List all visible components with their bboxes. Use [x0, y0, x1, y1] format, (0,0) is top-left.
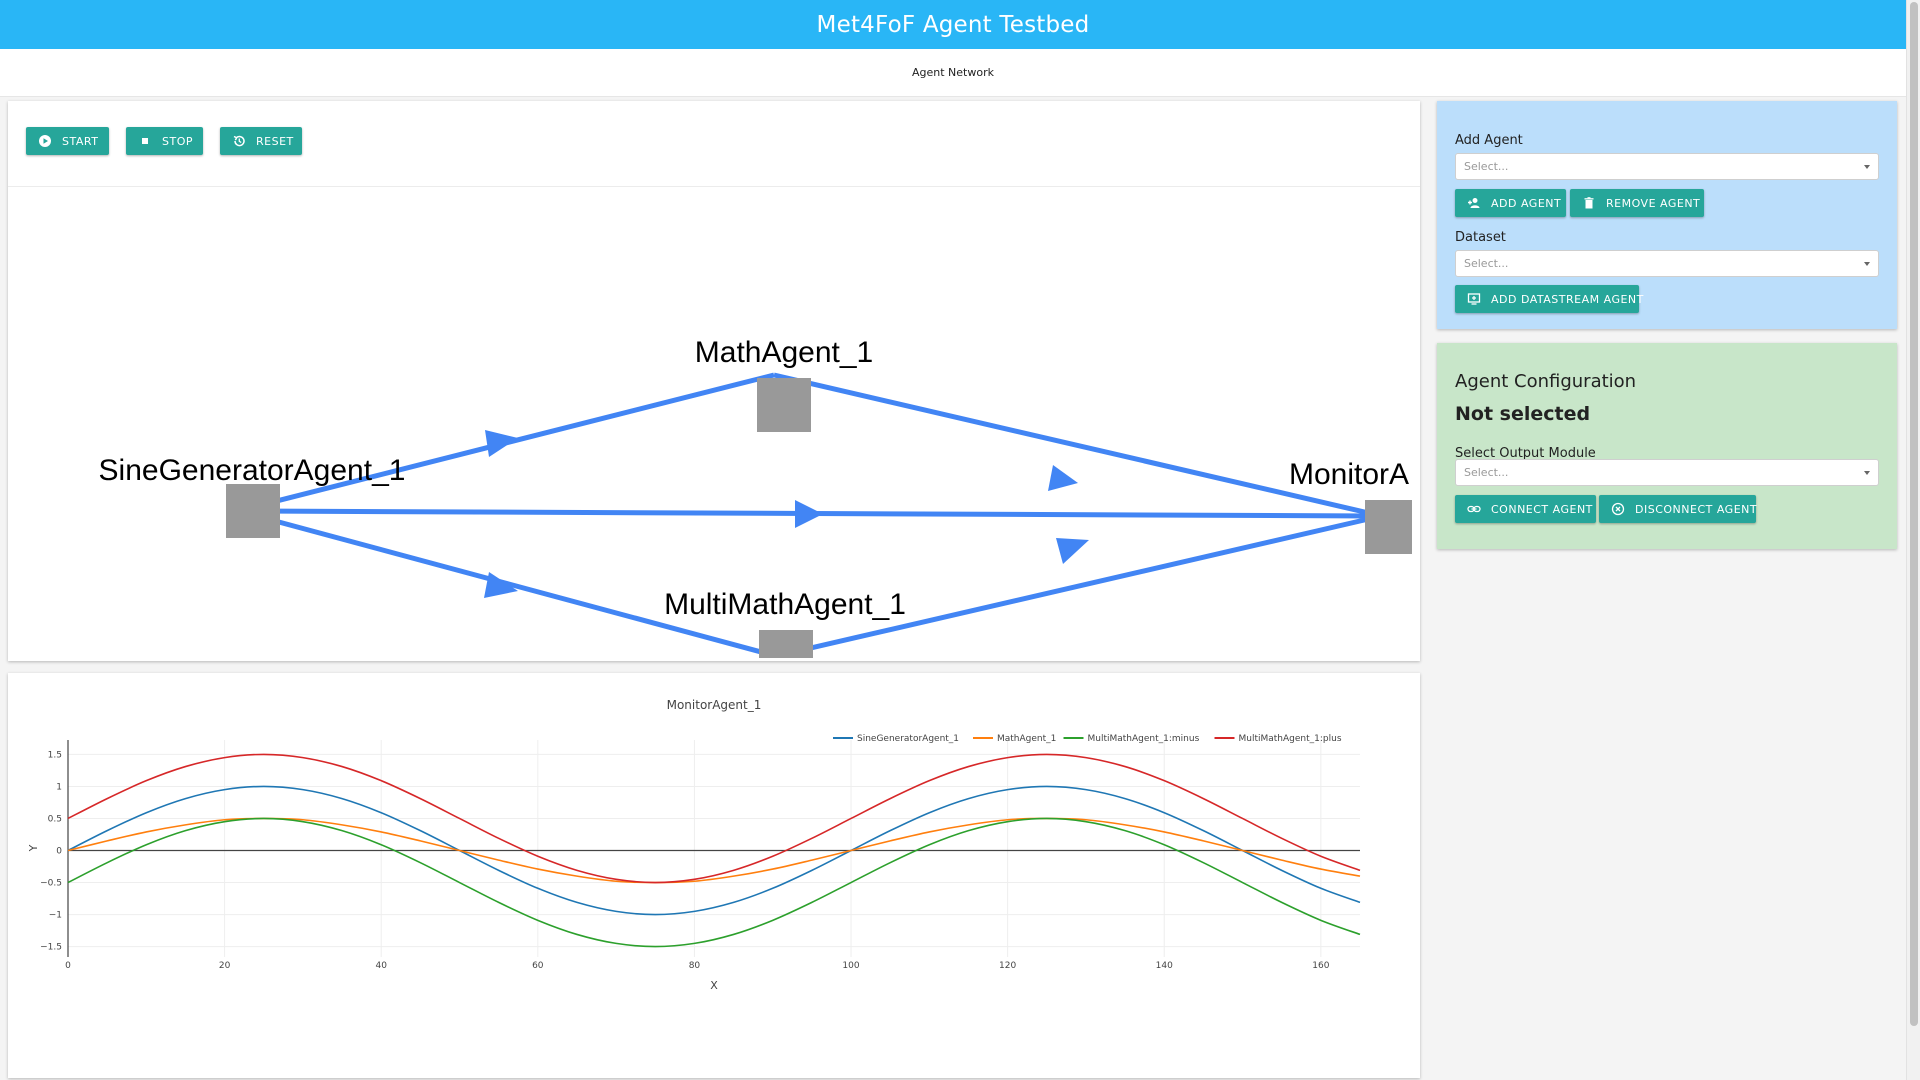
x-tick-label: 100	[842, 961, 859, 971]
start-button-label: START	[62, 134, 99, 148]
y-tick-label: −1.5	[40, 943, 62, 953]
x-tick-label: 20	[219, 961, 231, 971]
reset-button[interactable]: RESET	[220, 127, 302, 155]
chart-title: MonitorAgent_1	[667, 698, 762, 712]
page-scrollbar[interactable]	[1906, 0, 1920, 1080]
y-tick-label: 1	[56, 782, 62, 792]
tab-bar: Agent Network	[0, 49, 1906, 97]
add-agent-button-label: ADD AGENT	[1491, 196, 1562, 210]
agent-network-panel: START STOP RESET SineGenerat	[8, 101, 1420, 661]
edge-arrow-icon	[484, 572, 518, 598]
config-status: Not selected	[1455, 403, 1591, 425]
edge-sine-multimath	[248, 511, 777, 658]
add-datastream-agent-button[interactable]: ADD DATASTREAM AGENT	[1455, 285, 1643, 313]
node-monitoragent[interactable]	[1365, 500, 1412, 554]
add-datastream-button-label: ADD DATASTREAM AGENT	[1491, 292, 1644, 306]
stop-icon	[142, 138, 148, 144]
edge-arrow-icon	[1048, 465, 1078, 491]
series-line	[67, 785, 1361, 916]
remove-agent-button[interactable]: REMOVE AGENT	[1570, 189, 1704, 217]
legend-label: MathAgent_1	[997, 734, 1056, 744]
tab-agent-network[interactable]: Agent Network	[912, 66, 994, 79]
start-button[interactable]: START	[26, 127, 109, 155]
agent-configuration-panel: Agent Configuration Not selected Select …	[1437, 343, 1897, 549]
add-agent-label: Add Agent	[1455, 133, 1523, 148]
legend-label: MultiMathAgent_1:plus	[1239, 734, 1342, 744]
dataset-select-placeholder: Select...	[1464, 257, 1509, 270]
x-tick-label: 60	[532, 961, 544, 971]
node-mathagent[interactable]	[757, 378, 811, 432]
node-label-sinegeneratoragent: SineGeneratorAgent_1	[99, 454, 406, 487]
monitor-line-chart[interactable]: MonitorAgent_1 X Y 0 20 40 60 80 100 120 140 160…	[8, 673, 1420, 1078]
add-agent-panel: Add Agent Select... ADD AGENT REMOVE AGE…	[1437, 101, 1897, 329]
caret-down-icon	[1864, 471, 1870, 475]
config-title: Agent Configuration	[1455, 371, 1637, 392]
node-label-monitoragent: MonitorA	[1289, 458, 1409, 491]
y-tick-label: −1	[49, 911, 62, 921]
cancel-circle-icon	[1611, 502, 1625, 516]
delete-icon	[1584, 197, 1594, 209]
monitor-chart-panel: MonitorAgent_1 X Y 0 20 40 60 80 100 120 140 160…	[8, 673, 1420, 1078]
x-tick-label: 120	[999, 961, 1016, 971]
person-add-icon	[1468, 198, 1480, 208]
disconnect-agent-button[interactable]: DISCONNECT AGENT	[1599, 495, 1758, 523]
edge-math-monitor	[773, 372, 1374, 517]
node-multimathagent[interactable]	[759, 630, 813, 658]
y-tick-label: −0.5	[40, 879, 62, 889]
remove-agent-button-label: REMOVE AGENT	[1606, 196, 1701, 210]
add-to-queue-icon	[1467, 293, 1481, 305]
node-sinegeneratoragent[interactable]	[226, 484, 280, 538]
node-label-multimathagent: MultiMathAgent_1	[664, 588, 906, 621]
agent-network-graph[interactable]: SineGeneratorAgent_1 MathAgent_1 MultiMa…	[8, 188, 1412, 658]
series-line	[67, 753, 1361, 884]
output-module-label: Select Output Module	[1455, 446, 1596, 461]
add-agent-button[interactable]: ADD AGENT	[1455, 189, 1566, 217]
x-tick-label: 140	[1156, 961, 1173, 971]
x-tick-label: 40	[375, 961, 387, 971]
edge-arrow-icon	[1056, 538, 1089, 564]
caret-down-icon	[1864, 262, 1870, 266]
caret-down-icon	[1864, 165, 1870, 169]
connect-agent-button[interactable]: CONNECT AGENT	[1455, 495, 1596, 523]
connect-agent-button-label: CONNECT AGENT	[1491, 502, 1593, 516]
agent-select[interactable]: Select...	[1455, 153, 1879, 180]
chart-xlabel: X	[710, 979, 718, 992]
scrollbar-thumb[interactable]	[1910, 2, 1918, 1026]
reset-button-label: RESET	[256, 134, 294, 148]
play-circle-icon	[39, 135, 51, 147]
link-icon	[1467, 505, 1481, 513]
output-select-placeholder: Select...	[1464, 466, 1509, 479]
stop-button[interactable]: STOP	[126, 127, 203, 155]
y-tick-label: 1.5	[48, 750, 62, 760]
chart-ylabel: Y	[27, 844, 40, 852]
edge-multimath-monitor	[775, 515, 1374, 658]
node-label-mathagent: MathAgent_1	[695, 336, 873, 369]
x-tick-label: 160	[1312, 961, 1329, 971]
app-title: Met4FoF Agent Testbed	[816, 11, 1090, 38]
history-icon	[233, 135, 245, 147]
legend-label: MultiMathAgent_1:minus	[1088, 734, 1200, 744]
edge-arrow-icon	[485, 430, 518, 457]
app-header: Met4FoF Agent Testbed	[0, 0, 1906, 49]
dataset-select[interactable]: Select...	[1455, 250, 1879, 277]
y-tick-label: 0	[56, 847, 62, 857]
dataset-label: Dataset	[1455, 230, 1506, 245]
series-line	[67, 817, 1361, 948]
x-tick-label: 80	[689, 961, 701, 971]
agent-select-placeholder: Select...	[1464, 160, 1509, 173]
stop-button-label: STOP	[162, 134, 193, 148]
network-toolbar: START STOP RESET	[8, 101, 1420, 187]
y-tick-label: 0.5	[48, 814, 62, 824]
legend-label: SineGeneratorAgent_1	[857, 734, 959, 744]
x-tick-label: 0	[65, 961, 71, 971]
disconnect-agent-button-label: DISCONNECT AGENT	[1635, 502, 1758, 516]
edge-arrow-icon	[795, 500, 823, 528]
output-module-select[interactable]: Select...	[1455, 459, 1879, 486]
